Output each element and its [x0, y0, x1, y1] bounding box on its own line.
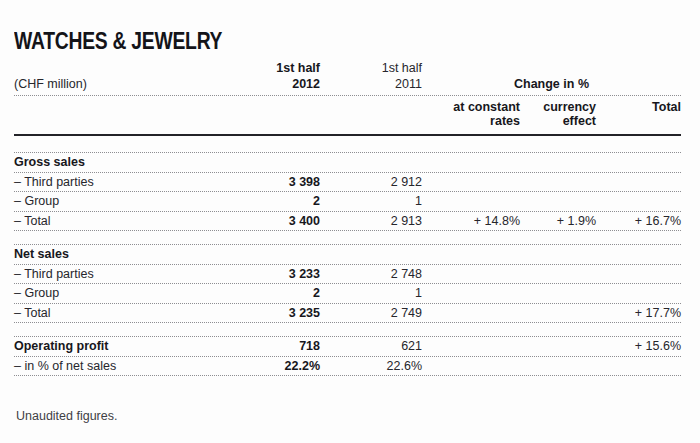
- unit-label: (CHF million): [14, 77, 220, 91]
- cell-2011: 2 913: [320, 214, 422, 228]
- financials-table: 1st half 1st half (CHF million) 2012 201…: [14, 58, 681, 376]
- header-currency-effect-line1: currency: [520, 100, 596, 114]
- cell-2012: 2: [220, 286, 320, 300]
- header-2012-line2: 2012: [220, 77, 320, 91]
- cell-label: – Group: [14, 194, 220, 208]
- cell-label: – Total: [14, 214, 220, 228]
- footnote: Unaudited figures.: [16, 408, 117, 424]
- table-header-spacer: [14, 136, 681, 153]
- table-header-row-subcolumns: at constant rates currency effect Total: [14, 96, 681, 136]
- header-2011-line1: 1st half: [320, 61, 422, 75]
- cell-currency-effect: + 1.9%: [520, 214, 596, 228]
- cell-total: + 15.6%: [596, 339, 681, 353]
- cell-2012: 718: [220, 339, 320, 353]
- row-gross-third-parties: – Third parties 3 398 2 912: [14, 173, 681, 193]
- header-at-constant-rates-line1: at constant: [422, 100, 520, 114]
- header-currency-effect: currency effect: [520, 100, 596, 128]
- cell-2012: 2: [220, 194, 320, 208]
- cell-2012: 22.2%: [220, 359, 320, 373]
- row-net-group: – Group 2 1: [14, 284, 681, 304]
- row-net-total: – Total 3 235 2 749 + 17.7%: [14, 304, 681, 324]
- table-header-row-period-2: (CHF million) 2012 2011 Change in %: [14, 75, 681, 96]
- cell-label: – Group: [14, 286, 220, 300]
- cell-label: Gross sales: [14, 155, 220, 169]
- cell-constant-rates: + 14.8%: [422, 214, 520, 228]
- table-gap-row: [14, 323, 681, 337]
- header-change-group: Change in %: [422, 77, 681, 91]
- cell-total: + 16.7%: [596, 214, 681, 228]
- row-gross-sales: Gross sales: [14, 153, 681, 173]
- cell-label: – Third parties: [14, 267, 220, 281]
- row-percent-net-sales: – in % of net sales 22.2% 22.6%: [14, 357, 681, 377]
- cell-total: + 17.7%: [596, 306, 681, 320]
- header-total: Total: [596, 100, 681, 114]
- row-net-third-parties: – Third parties 3 233 2 748: [14, 265, 681, 285]
- cell-2011: 2 749: [320, 306, 422, 320]
- header-currency-effect-line2: effect: [520, 114, 596, 128]
- cell-2011: 621: [320, 339, 422, 353]
- cell-label: – in % of net sales: [14, 359, 220, 373]
- cell-2011: 2 912: [320, 175, 422, 189]
- cell-2011: 1: [320, 194, 422, 208]
- page-title: WATCHES & JEWELRY: [14, 28, 222, 55]
- cell-2011: 1: [320, 286, 422, 300]
- cell-label: – Total: [14, 306, 220, 320]
- cell-2012: 3 235: [220, 306, 320, 320]
- header-at-constant-rates: at constant rates: [422, 100, 520, 128]
- cell-2012: 3 398: [220, 175, 320, 189]
- header-at-constant-rates-line2: rates: [422, 114, 520, 128]
- row-net-sales: Net sales: [14, 245, 681, 265]
- table-header-row-period-1: 1st half 1st half: [14, 58, 681, 75]
- row-gross-group: – Group 2 1: [14, 192, 681, 212]
- table-gap-row: [14, 231, 681, 245]
- cell-label: – Third parties: [14, 175, 220, 189]
- cell-2011: 2 748: [320, 267, 422, 281]
- header-2011-line2: 2011: [320, 77, 422, 91]
- cell-label: Net sales: [14, 247, 220, 261]
- cell-label: Operating profit: [14, 339, 220, 353]
- cell-2012: 3 400: [220, 214, 320, 228]
- row-gross-total: – Total 3 400 2 913 + 14.8% + 1.9% + 16.…: [14, 212, 681, 232]
- cell-2012: 3 233: [220, 267, 320, 281]
- cell-2011: 22.6%: [320, 359, 422, 373]
- header-2012-line1: 1st half: [220, 61, 320, 75]
- row-operating-profit: Operating profit 718 621 + 15.6%: [14, 337, 681, 357]
